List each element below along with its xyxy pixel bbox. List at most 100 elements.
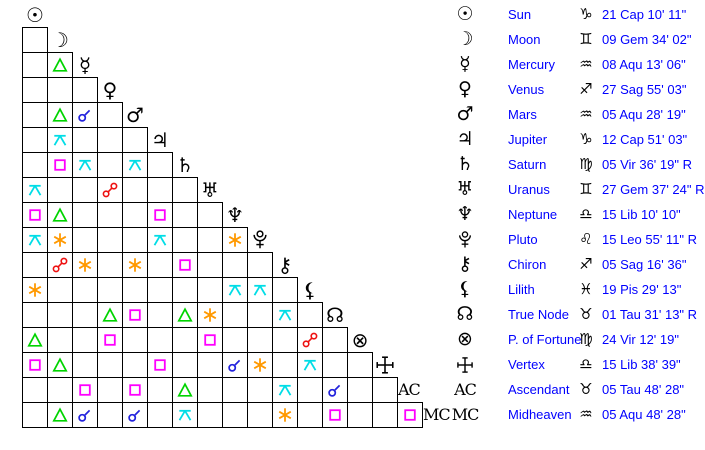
aspect-quincunx-icon — [27, 182, 43, 198]
legend-planet-sun-icon: ☉ — [456, 3, 474, 25]
legend-planet-lilith-icon: ⚸ — [458, 278, 472, 300]
aspect-trine-icon — [52, 407, 68, 423]
planet-glyph-moon-icon: ☽ — [51, 28, 69, 52]
aspect-sextile-icon — [277, 407, 293, 423]
legend-planet-name: Neptune — [508, 207, 558, 222]
legend-planet-name: Venus — [508, 82, 545, 97]
legend-planet-name: Mercury — [508, 57, 555, 72]
legend-row-lilith: ⚸ Lilith ♓ 19 Pis 29' 13" — [0, 277, 705, 302]
zodiac-sign-libra-icon: ♎ — [579, 205, 593, 223]
legend-planet-midheaven-icon: MC — [451, 404, 480, 424]
aspect-conjunction-icon — [127, 407, 143, 423]
legend-row-moon: ☽ Moon ♊ 09 Gem 34' 02" — [0, 27, 705, 52]
zodiac-sign-aquarius-icon: ♒ — [579, 55, 593, 73]
legend-planet-name: P. of Fortune — [508, 332, 582, 347]
legend-planet-name: Ascendant — [508, 382, 570, 397]
planet-legend: ☉ Sun ♑ 21 Cap 10' 11" ☽ Moon ♊ 09 Gem 34' 02" ☿… — [0, 2, 705, 429]
legend-row-mercury: ☿ Mercury ♒ 08 Aqu 13' 06" — [0, 52, 705, 77]
zodiac-sign-pisces-icon: ♓ — [579, 280, 593, 298]
legend-planet-position: 15 Leo 55' 11" R — [602, 232, 698, 247]
aspect-square-icon — [27, 357, 43, 373]
aspect-quincunx-icon — [227, 282, 243, 298]
legend-planet-name: Saturn — [508, 157, 547, 172]
legend-row-vertex: Vertex ♎ 15 Lib 38' 39" — [0, 352, 705, 377]
legend-planet-chiron-icon: ⚷ — [458, 253, 472, 275]
planet-glyph-mars-icon: ♂ — [126, 103, 144, 127]
aspect-trine-icon — [177, 307, 193, 323]
aspect-trine-icon — [52, 357, 68, 373]
legend-row-neptune: ♆ Neptune ♎ 15 Lib 10' 10" — [0, 202, 705, 227]
legend-row-pluto: Pluto ♌ 15 Leo 55' 11" R — [0, 227, 705, 252]
aspect-quincunx-icon — [252, 282, 268, 298]
planet-glyph-true-node-icon: ☊ — [326, 303, 344, 327]
aspect-quincunx-icon — [77, 157, 93, 173]
legend-planet-position: 05 Vir 36' 19" R — [602, 157, 692, 172]
legend-row-jupiter: ♃ Jupiter ♑ 12 Cap 51' 03" — [0, 127, 705, 152]
aspect-sextile-icon — [127, 257, 143, 273]
aspect-sextile-icon — [77, 257, 93, 273]
aspect-square-icon — [52, 157, 68, 173]
legend-planet-position: 12 Cap 51' 03" — [602, 132, 688, 147]
legend-planet-mercury-icon: ☿ — [459, 53, 471, 75]
legend-planet-position: 19 Pis 29' 13" — [602, 282, 682, 297]
aspect-conjunction-icon — [227, 357, 243, 373]
legend-planet-position: 24 Vir 12' 19" — [602, 332, 679, 347]
planet-glyph-pluto-icon — [247, 227, 273, 253]
planet-glyph-midheaven-icon: MC — [423, 405, 451, 424]
aspect-trine-icon — [102, 307, 118, 323]
legend-planet-position: 21 Cap 10' 11" — [602, 7, 687, 22]
legend-planet-name: Pluto — [508, 232, 538, 247]
aspect-sextile-icon — [202, 307, 218, 323]
zodiac-sign-virgo-icon: ♍ — [579, 330, 593, 348]
legend-planet-position: 01 Tau 31' 13" R — [602, 307, 698, 322]
zodiac-sign-sagittarius-icon: ♐ — [579, 255, 593, 273]
aspect-quincunx-icon — [277, 307, 293, 323]
aspect-trine-icon — [27, 332, 43, 348]
aspect-sextile-icon — [27, 282, 43, 298]
legend-planet-position: 15 Lib 38' 39" — [602, 357, 681, 372]
planet-glyph-p-of-fortune-icon: ⊗ — [351, 328, 369, 352]
aspect-trine-icon — [177, 382, 193, 398]
legend-planet-position: 27 Gem 37' 24" R — [602, 182, 705, 197]
planet-glyph-ascendant-icon: AC — [398, 380, 421, 399]
legend-row-sun: ☉ Sun ♑ 21 Cap 10' 11" — [0, 2, 705, 27]
legend-planet-position: 08 Aqu 13' 06" — [602, 57, 686, 72]
legend-planet-mars-icon: ♂ — [456, 103, 474, 125]
legend-planet-name: Chiron — [508, 257, 547, 272]
legend-planet-p-of-fortune-icon: ⊗ — [457, 328, 473, 350]
legend-planet-name: Lilith — [508, 282, 535, 297]
aspect-square-icon — [102, 332, 118, 348]
legend-planet-position: 27 Sag 55' 03" — [602, 82, 687, 97]
zodiac-sign-taurus-icon: ♉ — [579, 380, 593, 398]
planet-glyph-lilith-icon: ⚸ — [302, 278, 318, 302]
aspect-square-icon — [402, 407, 418, 423]
legend-planet-position: 15 Lib 10' 10" — [602, 207, 681, 222]
legend-row-uranus: ♅ Uranus ♊ 27 Gem 37' 24" R — [0, 177, 705, 202]
aspect-square-icon — [202, 332, 218, 348]
legend-row-venus: ♀ Venus ♐ 27 Sag 55' 03" — [0, 77, 705, 102]
aspect-quincunx-icon — [127, 157, 143, 173]
zodiac-sign-sagittarius-icon: ♐ — [579, 80, 593, 98]
legend-row-true-node: ☊ True Node ♉ 01 Tau 31' 13" R — [0, 302, 705, 327]
zodiac-sign-gemini-icon: ♊ — [579, 30, 593, 48]
legend-planet-position: 05 Sag 16' 36" — [602, 257, 687, 272]
legend-planet-moon-icon: ☽ — [456, 28, 474, 50]
aspect-trine-icon — [52, 207, 68, 223]
aspect-sextile-icon — [52, 232, 68, 248]
legend-row-mars: ♂ Mars ♒ 05 Aqu 28' 19" — [0, 102, 705, 127]
planet-glyph-jupiter-icon: ♃ — [151, 128, 169, 152]
planet-glyph-uranus-icon: ♅ — [201, 178, 219, 202]
aspect-quincunx-icon — [52, 132, 68, 148]
legend-planet-position: 05 Aqu 28' 19" — [602, 107, 686, 122]
aspect-opposition-icon — [52, 257, 68, 273]
legend-planet-true-node-icon: ☊ — [456, 303, 474, 325]
aspect-quincunx-icon — [277, 382, 293, 398]
legend-planet-position: 05 Tau 48' 28" — [602, 382, 685, 397]
legend-planet-name: Vertex — [508, 357, 545, 372]
planet-glyph-saturn-icon: ♄ — [176, 153, 194, 177]
aspect-conjunction-icon — [77, 407, 93, 423]
legend-planet-jupiter-icon: ♃ — [456, 128, 474, 150]
aspect-square-icon — [127, 307, 143, 323]
planet-glyph-venus-icon: ♀ — [102, 78, 118, 102]
